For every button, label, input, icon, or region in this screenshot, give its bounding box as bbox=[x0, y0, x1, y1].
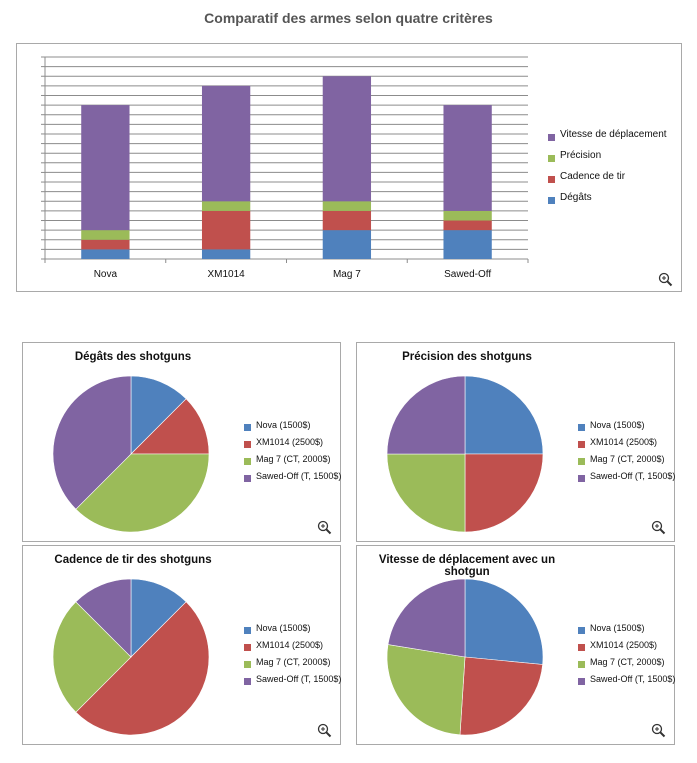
legend-label: Cadence de tir bbox=[560, 171, 626, 182]
bar-segment bbox=[201, 85, 251, 202]
pie-chart-panel-degats: Dégâts des shotguns Nova (1500$) XM1014 (… bbox=[22, 342, 341, 542]
bar-segment bbox=[443, 105, 492, 211]
bar-segment bbox=[322, 230, 372, 259]
legend-label: Mag 7 (CT, 2000$) bbox=[590, 454, 665, 464]
pie-slice bbox=[130, 398, 210, 455]
bar-segment bbox=[443, 210, 492, 221]
pie-chart bbox=[386, 578, 544, 736]
legend-swatch bbox=[244, 627, 251, 634]
stacked-bar-chart: Nova XM1014 Mag 7 Sawed-Off bbox=[41, 56, 529, 280]
legend-label: Nova (1500$) bbox=[256, 623, 311, 633]
legend-swatch bbox=[548, 134, 555, 141]
pie-chart-panel-cadence: Cadence de tir des shotguns Nova (1500$)… bbox=[22, 545, 341, 745]
legend-label: Vitesse de déplacement bbox=[560, 129, 667, 140]
pie-slice bbox=[75, 578, 132, 658]
bar-segment bbox=[201, 201, 251, 211]
pie-slice bbox=[464, 578, 544, 665]
legend-swatch bbox=[548, 176, 555, 183]
bar-segment bbox=[201, 249, 251, 259]
x-tick-label: Sawed-Off bbox=[444, 269, 491, 280]
legend-label: Nova (1500$) bbox=[590, 420, 645, 430]
legend-swatch bbox=[578, 458, 585, 465]
legend-swatch bbox=[578, 627, 585, 634]
pie-chart bbox=[386, 375, 544, 533]
pie-chart-title: Vitesse de déplacement avec un shotgun bbox=[378, 554, 556, 578]
pie-chart-title: Cadence de tir des shotguns bbox=[54, 554, 212, 566]
legend-label: Sawed-Off (T, 1500$) bbox=[256, 674, 342, 684]
legend-label: Mag 7 (CT, 2000$) bbox=[256, 657, 331, 667]
x-tick-label: XM1014 bbox=[208, 269, 246, 280]
legend-label: Nova (1500$) bbox=[590, 623, 645, 633]
zoom-icon[interactable] bbox=[657, 271, 675, 289]
bar-segment bbox=[322, 210, 372, 231]
legend-swatch bbox=[244, 644, 251, 651]
pie-chart-panel-precision: Précision des shotguns Nova (1500$) XM101… bbox=[356, 342, 675, 542]
zoom-icon[interactable] bbox=[650, 722, 668, 740]
bar-segment bbox=[322, 76, 372, 202]
legend-label: Nova (1500$) bbox=[256, 420, 311, 430]
legend-label: Sawed-Off (T, 1500$) bbox=[590, 471, 676, 481]
pie-slice bbox=[386, 644, 466, 736]
zoom-icon[interactable] bbox=[316, 722, 334, 740]
legend-swatch bbox=[244, 678, 251, 685]
pie-slice bbox=[52, 375, 132, 510]
legend-swatch bbox=[244, 475, 251, 482]
legend-swatch bbox=[548, 155, 555, 162]
legend-label: Sawed-Off (T, 1500$) bbox=[256, 471, 342, 481]
legend-label: XM1014 (2500$) bbox=[256, 640, 324, 650]
legend-swatch bbox=[578, 661, 585, 668]
pie-slice bbox=[52, 601, 132, 713]
bar-segment bbox=[443, 230, 492, 259]
bar-segment bbox=[201, 210, 251, 250]
pie-slice bbox=[387, 578, 466, 658]
bar-segment bbox=[443, 220, 492, 231]
pie-slice bbox=[464, 375, 544, 455]
legend-label: Précision bbox=[560, 150, 602, 161]
pie-slice bbox=[459, 656, 543, 736]
x-tick-label: Mag 7 bbox=[333, 269, 361, 280]
pie-slice bbox=[386, 375, 466, 455]
pie-slice bbox=[130, 375, 187, 455]
legend-swatch bbox=[578, 644, 585, 651]
legend-swatch bbox=[244, 458, 251, 465]
legend-label: XM1014 (2500$) bbox=[590, 437, 658, 447]
legend-label: Sawed-Off (T, 1500$) bbox=[590, 674, 676, 684]
zoom-icon[interactable] bbox=[316, 519, 334, 537]
stacked-bar-chart-panel: Nova XM1014 Mag 7 Sawed-Off Vitesse de dépl… bbox=[16, 43, 682, 292]
pie-chart bbox=[52, 578, 210, 736]
legend-swatch bbox=[578, 678, 585, 685]
legend-label: Mag 7 (CT, 2000$) bbox=[256, 454, 331, 464]
legend-label: Dégâts bbox=[560, 192, 592, 203]
legend-swatch bbox=[244, 441, 251, 448]
page-title: Comparatif des armes selon quatre critèr… bbox=[204, 10, 493, 26]
pie-slice bbox=[464, 453, 544, 533]
pie-chart-panel-vitesse: Vitesse de déplacement avec un shotgun N… bbox=[356, 545, 675, 745]
legend-label: Mag 7 (CT, 2000$) bbox=[590, 657, 665, 667]
bar-segment bbox=[322, 201, 372, 211]
pie-slice bbox=[386, 453, 466, 533]
legend-swatch bbox=[578, 475, 585, 482]
zoom-icon[interactable] bbox=[650, 519, 668, 537]
pie-chart-title: Dégâts des shotguns bbox=[74, 351, 192, 363]
legend-swatch bbox=[578, 424, 585, 431]
bar-segment bbox=[81, 230, 130, 240]
legend-label: XM1014 (2500$) bbox=[256, 437, 324, 447]
legend-label: XM1014 (2500$) bbox=[590, 640, 658, 650]
bar-segment bbox=[81, 105, 130, 231]
pie-slice bbox=[75, 453, 210, 533]
pie-slice bbox=[130, 578, 187, 658]
pie-chart bbox=[52, 375, 210, 533]
pie-slice bbox=[75, 601, 210, 736]
legend-swatch bbox=[578, 441, 585, 448]
legend-swatch bbox=[244, 424, 251, 431]
pie-chart-title: Précision des shotguns bbox=[402, 351, 532, 363]
legend-swatch bbox=[244, 661, 251, 668]
bar-segment bbox=[81, 249, 130, 259]
bar-segment bbox=[81, 239, 130, 250]
x-tick-label: Nova bbox=[94, 269, 118, 280]
legend-swatch bbox=[548, 197, 555, 204]
